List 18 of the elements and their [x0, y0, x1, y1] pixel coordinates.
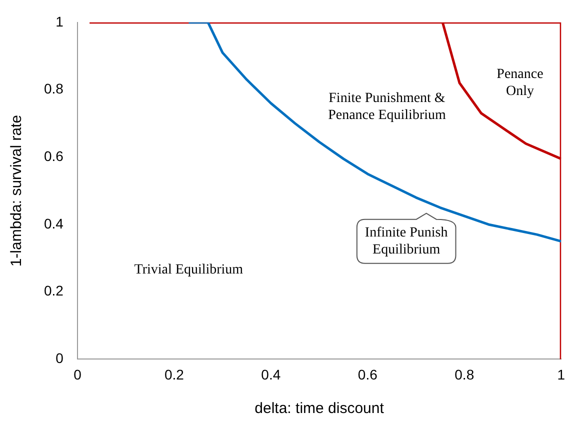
y-tick-label: 1 — [56, 13, 64, 30]
y-tick-label: 0.4 — [44, 215, 64, 232]
annotation: Finite Punishment & Penance Equilibrium — [328, 90, 446, 123]
annotation: Penance Only — [496, 67, 544, 100]
x-tick-label: 0.6 — [358, 366, 378, 382]
x-tick-label: 0.2 — [164, 366, 184, 382]
x-axis-title: delta: time discount — [254, 400, 385, 418]
y-tick-label: 0 — [56, 350, 64, 366]
annotation: Trivial Equilibrium — [134, 262, 244, 278]
x-tick-label: 0.8 — [454, 366, 474, 382]
x-tick-label: 1 — [557, 366, 566, 382]
y-tick-label: 0.6 — [44, 148, 64, 164]
x-tick-label: 0 — [74, 366, 82, 382]
y-tick-label: 0.8 — [44, 80, 64, 97]
x-tick-label: 0.4 — [261, 366, 281, 382]
annotation: Infinite Punish Equilibrium — [364, 225, 448, 258]
y-tick-label: 0.2 — [44, 282, 64, 299]
y-axis-title: 1-lambda: survival rate — [8, 114, 26, 267]
